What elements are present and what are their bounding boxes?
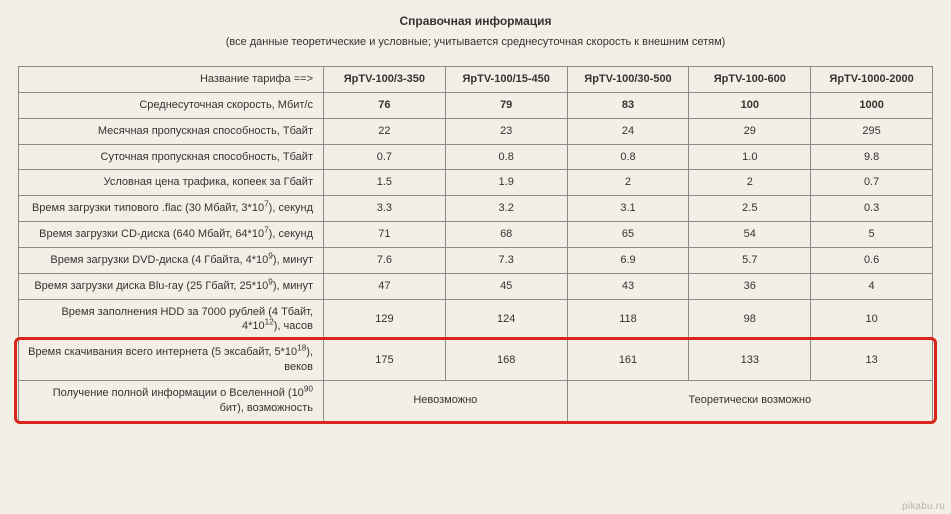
row-value: 124	[445, 299, 567, 340]
table-header-label: Название тарифа ==>	[19, 67, 324, 93]
row-value: 100	[689, 92, 811, 118]
page-container: Справочная информация (все данные теорет…	[0, 0, 951, 514]
row-value: 98	[689, 299, 811, 340]
row-value: 6.9	[567, 247, 689, 273]
row-value: 23	[445, 118, 567, 144]
row-value: 43	[567, 273, 689, 299]
row-label: Суточная пропускная способность, Тбайт	[19, 144, 324, 170]
table-row: Время скачивания всего интернета (5 экса…	[19, 340, 933, 381]
row-value: 4	[811, 273, 933, 299]
row-value: 2	[567, 170, 689, 196]
row-value: 5.7	[689, 247, 811, 273]
table-column-header: ЯрTV-1000-2000	[811, 67, 933, 93]
row-value: 13	[811, 340, 933, 381]
watermark: pikabu.ru	[902, 501, 945, 512]
row-label: Время загрузки CD-диска (640 Мбайт, 64*1…	[19, 222, 324, 248]
row-value: 3.3	[324, 196, 446, 222]
row-value: 1.5	[324, 170, 446, 196]
row-value: 10	[811, 299, 933, 340]
row-value: 175	[324, 340, 446, 381]
table-row: Условная цена трафика, копеек за Гбайт1.…	[19, 170, 933, 196]
row-value: 83	[567, 92, 689, 118]
table-row: Среднесуточная скорость, Мбит/с767983100…	[19, 92, 933, 118]
row-value: 168	[445, 340, 567, 381]
row-value: 295	[811, 118, 933, 144]
row-value: 7.3	[445, 247, 567, 273]
row-value: 0.6	[811, 247, 933, 273]
row-value: 0.8	[567, 144, 689, 170]
row-value: 0.7	[324, 144, 446, 170]
table-row: Время загрузки CD-диска (640 Мбайт, 64*1…	[19, 222, 933, 248]
row-value: 133	[689, 340, 811, 381]
row-value: 65	[567, 222, 689, 248]
row-value: 0.3	[811, 196, 933, 222]
row-value: 1000	[811, 92, 933, 118]
row-value: 161	[567, 340, 689, 381]
row-label: Среднесуточная скорость, Мбит/с	[19, 92, 324, 118]
row-value: 24	[567, 118, 689, 144]
row-value: 0.8	[445, 144, 567, 170]
row-label: Время загрузки диска Blu-ray (25 Гбайт, …	[19, 273, 324, 299]
row-value: 54	[689, 222, 811, 248]
row-value: 5	[811, 222, 933, 248]
row-value: 2	[689, 170, 811, 196]
table-row: Получение полной информации о Вселенной …	[19, 380, 933, 421]
row-value: 71	[324, 222, 446, 248]
row-label: Получение полной информации о Вселенной …	[19, 380, 324, 421]
row-value: 3.2	[445, 196, 567, 222]
table-column-header: ЯрTV-100/15-450	[445, 67, 567, 93]
table-column-header: ЯрTV-100/3-350	[324, 67, 446, 93]
row-value: 79	[445, 92, 567, 118]
row-value: 47	[324, 273, 446, 299]
table-row: Суточная пропускная способность, Тбайт0.…	[19, 144, 933, 170]
row-merged-value: Теоретически возможно	[567, 380, 932, 421]
table-row: Время заполнения HDD за 7000 рублей (4 Т…	[19, 299, 933, 340]
row-value: 1.9	[445, 170, 567, 196]
row-merged-value: Невозможно	[324, 380, 568, 421]
row-value: 36	[689, 273, 811, 299]
row-value: 118	[567, 299, 689, 340]
tariff-table: Название тарифа ==>ЯрTV-100/3-350ЯрTV-10…	[18, 66, 933, 422]
row-label: Время загрузки DVD-диска (4 Гбайта, 4*10…	[19, 247, 324, 273]
row-value: 76	[324, 92, 446, 118]
row-value: 29	[689, 118, 811, 144]
table-row: Месячная пропускная способность, Тбайт22…	[19, 118, 933, 144]
page-subtitle: (все данные теоретические и условные; уч…	[18, 36, 933, 48]
row-label: Условная цена трафика, копеек за Гбайт	[19, 170, 324, 196]
table-column-header: ЯрTV-100/30-500	[567, 67, 689, 93]
row-value: 68	[445, 222, 567, 248]
table-row: Время загрузки диска Blu-ray (25 Гбайт, …	[19, 273, 933, 299]
row-value: 0.7	[811, 170, 933, 196]
row-label: Время скачивания всего интернета (5 экса…	[19, 340, 324, 381]
row-value: 2.5	[689, 196, 811, 222]
page-title: Справочная информация	[18, 14, 933, 28]
row-label: Время загрузки типового .flac (30 Мбайт,…	[19, 196, 324, 222]
table-column-header: ЯрTV-100-600	[689, 67, 811, 93]
row-label: Месячная пропускная способность, Тбайт	[19, 118, 324, 144]
row-value: 129	[324, 299, 446, 340]
table-row: Время загрузки DVD-диска (4 Гбайта, 4*10…	[19, 247, 933, 273]
row-value: 45	[445, 273, 567, 299]
row-value: 9.8	[811, 144, 933, 170]
row-value: 7.6	[324, 247, 446, 273]
row-value: 22	[324, 118, 446, 144]
row-value: 1.0	[689, 144, 811, 170]
row-label: Время заполнения HDD за 7000 рублей (4 Т…	[19, 299, 324, 340]
table-row: Время загрузки типового .flac (30 Мбайт,…	[19, 196, 933, 222]
row-value: 3.1	[567, 196, 689, 222]
